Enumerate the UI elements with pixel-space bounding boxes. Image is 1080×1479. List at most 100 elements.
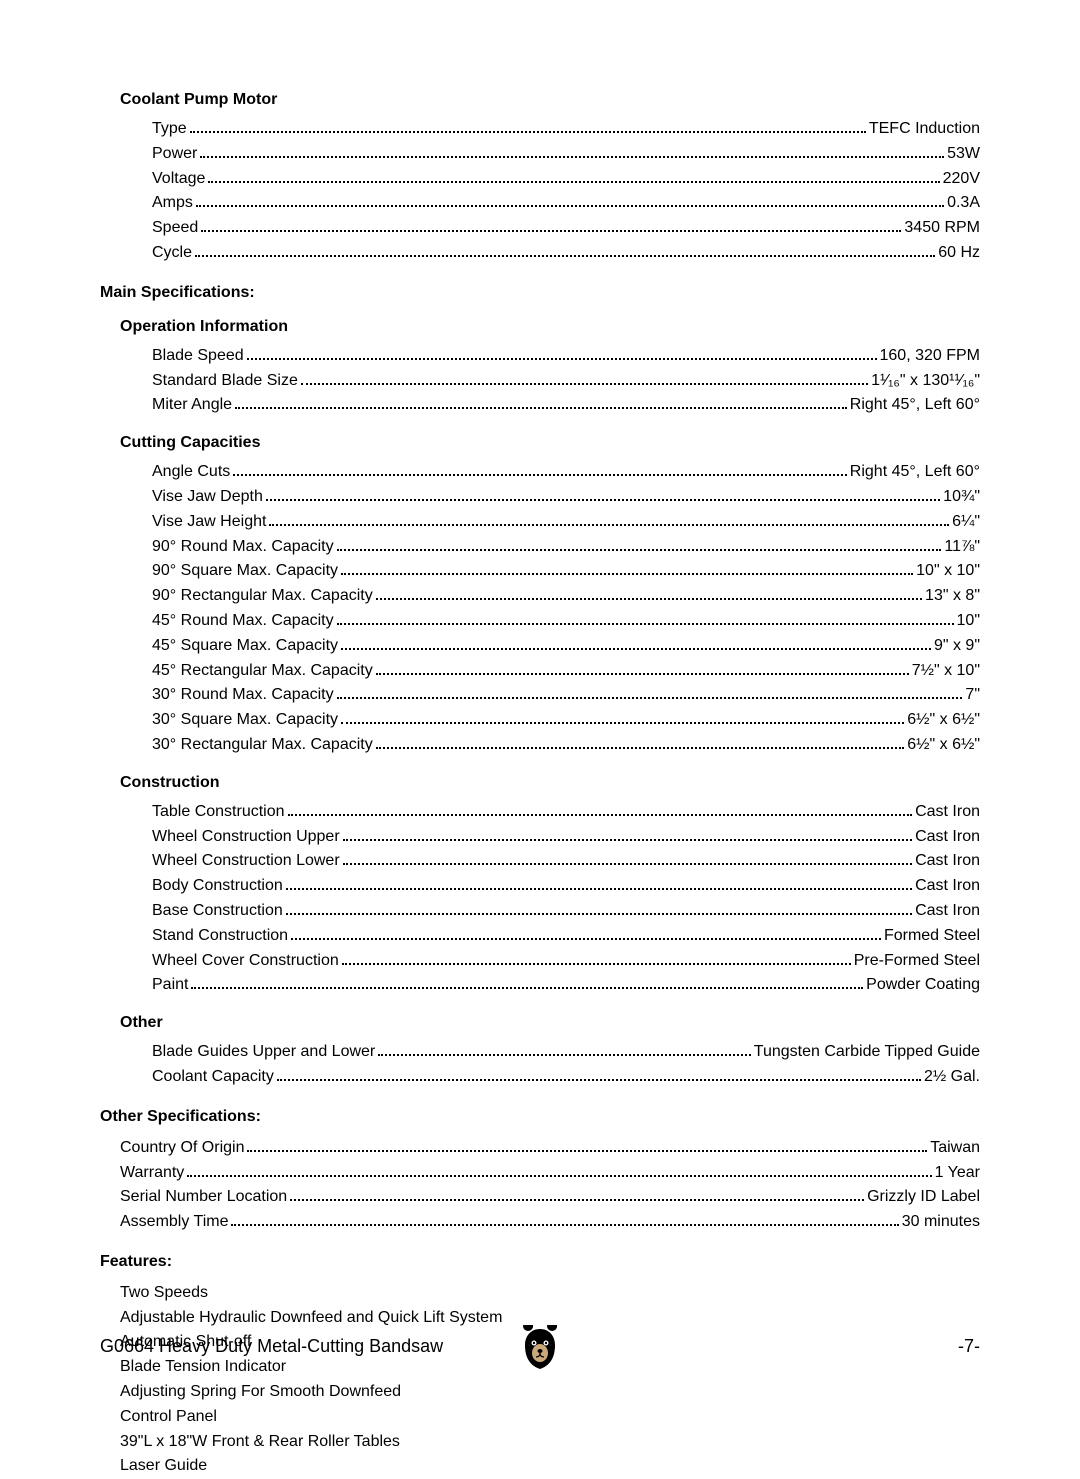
spec-label: Paint bbox=[152, 973, 188, 998]
spec-row: Blade Guides Upper and LowerTungsten Car… bbox=[152, 1040, 980, 1065]
dots bbox=[286, 888, 912, 890]
spec-value: 10" x 10" bbox=[916, 559, 980, 584]
otherspec-heading: Other Specifications: bbox=[100, 1108, 980, 1126]
feature-item: Adjusting Spring For Smooth Downfeed bbox=[120, 1380, 980, 1405]
spec-row: Coolant Capacity2½ Gal. bbox=[152, 1065, 980, 1090]
operation-items: Blade Speed160, 320 FPM Standard Blade S… bbox=[100, 344, 980, 418]
spec-value: 3450 RPM bbox=[904, 216, 980, 241]
spec-label: Country Of Origin bbox=[120, 1136, 244, 1161]
spec-row: 90° Rectangular Max. Capacity13" x 8" bbox=[152, 584, 980, 609]
spec-label: 90° Rectangular Max. Capacity bbox=[152, 584, 373, 609]
dots bbox=[341, 648, 931, 650]
bear-logo-icon bbox=[520, 1325, 560, 1369]
dots bbox=[235, 407, 847, 409]
spec-label: Base Construction bbox=[152, 899, 283, 924]
spec-row: Wheel Cover Construction Pre-Formed Steel bbox=[152, 949, 980, 974]
spec-value: Cast Iron bbox=[915, 874, 980, 899]
features-list: Two Speeds Adjustable Hydraulic Downfeed… bbox=[120, 1281, 980, 1479]
dots bbox=[337, 623, 954, 625]
feature-item: Laser Guide bbox=[120, 1454, 980, 1479]
dots bbox=[247, 358, 877, 360]
spec-value: 160, 320 FPM bbox=[880, 344, 981, 369]
spec-value: Cast Iron bbox=[915, 825, 980, 850]
spec-value: 220V bbox=[943, 167, 980, 192]
spec-row: Wheel Construction LowerCast Iron bbox=[152, 849, 980, 874]
spec-label: 90° Round Max. Capacity bbox=[152, 535, 334, 560]
spec-row: 90° Square Max. Capacity10" x 10" bbox=[152, 559, 980, 584]
dots bbox=[342, 963, 851, 965]
spec-label: Vise Jaw Height bbox=[152, 510, 266, 535]
spec-label: Type bbox=[152, 117, 187, 142]
spec-label: Wheel Cover Construction bbox=[152, 949, 339, 974]
dots bbox=[376, 598, 922, 600]
dots bbox=[266, 499, 940, 501]
dots bbox=[337, 549, 942, 551]
spec-value: 6½" x 6½" bbox=[907, 708, 980, 733]
spec-label: Amps bbox=[152, 191, 193, 216]
operation-heading: Operation Information bbox=[120, 318, 980, 336]
dots bbox=[231, 1224, 898, 1226]
dots bbox=[290, 1199, 864, 1201]
spec-label: Stand Construction bbox=[152, 924, 288, 949]
spec-value: TEFC Induction bbox=[869, 117, 980, 142]
spec-value: Right 45°, Left 60° bbox=[850, 393, 980, 418]
cutting-items: Angle CutsRight 45°, Left 60° Vise Jaw D… bbox=[100, 460, 980, 758]
dots bbox=[343, 839, 912, 841]
spec-value: Cast Iron bbox=[915, 849, 980, 874]
spec-value: Cast Iron bbox=[915, 800, 980, 825]
spec-value: 30 minutes bbox=[902, 1210, 980, 1235]
spec-row: 45° Round Max. Capacity 10" bbox=[152, 609, 980, 634]
dots bbox=[376, 747, 905, 749]
spec-value: 10¾" bbox=[943, 485, 980, 510]
spec-row: 45° Rectangular Max. Capacity7½" x 10" bbox=[152, 659, 980, 684]
spec-value: 1 Year bbox=[935, 1161, 980, 1186]
spec-label: 30° Rectangular Max. Capacity bbox=[152, 733, 373, 758]
spec-row: Power53W bbox=[152, 142, 980, 167]
spec-label: Miter Angle bbox=[152, 393, 232, 418]
dots bbox=[200, 156, 944, 158]
spec-label: Vise Jaw Depth bbox=[152, 485, 263, 510]
spec-value: 53W bbox=[947, 142, 980, 167]
dots bbox=[341, 722, 904, 724]
dots bbox=[191, 987, 863, 989]
spec-row: Vise Jaw Height6¼" bbox=[152, 510, 980, 535]
spec-value: 6½" x 6½" bbox=[907, 733, 980, 758]
page-number: -7- bbox=[958, 1336, 980, 1357]
spec-row: Country Of OriginTaiwan bbox=[120, 1136, 980, 1161]
spec-value: 9" x 9" bbox=[934, 634, 980, 659]
spec-row: Speed 3450 RPM bbox=[152, 216, 980, 241]
footer-title: G0664 Heavy Duty Metal-Cutting Bandsaw bbox=[100, 1336, 443, 1357]
spec-value: 10" bbox=[957, 609, 980, 634]
spec-row: PaintPowder Coating bbox=[152, 973, 980, 998]
spec-label: Angle Cuts bbox=[152, 460, 230, 485]
dots bbox=[343, 863, 912, 865]
coolant-items: TypeTEFC Induction Power53W Voltage220V … bbox=[100, 117, 980, 266]
spec-row: Wheel Construction UpperCast Iron bbox=[152, 825, 980, 850]
spec-row: Angle CutsRight 45°, Left 60° bbox=[152, 460, 980, 485]
spec-label: 45° Round Max. Capacity bbox=[152, 609, 334, 634]
spec-label: Coolant Capacity bbox=[152, 1065, 274, 1090]
spec-row: Serial Number LocationGrizzly ID Label bbox=[120, 1185, 980, 1210]
spec-row: Type TEFC Induction bbox=[152, 117, 980, 142]
dots bbox=[301, 383, 868, 385]
spec-label: Voltage bbox=[152, 167, 205, 192]
feature-item: Control Panel bbox=[120, 1405, 980, 1430]
dots bbox=[291, 938, 881, 940]
dots bbox=[341, 573, 913, 575]
spec-row: 30° Square Max. Capacity6½" x 6½" bbox=[152, 708, 980, 733]
spec-label: 30° Round Max. Capacity bbox=[152, 683, 334, 708]
spec-label: 45° Square Max. Capacity bbox=[152, 634, 338, 659]
spec-row: Cycle60 Hz bbox=[152, 241, 980, 266]
spec-value: Pre-Formed Steel bbox=[854, 949, 980, 974]
spec-label: Blade Speed bbox=[152, 344, 244, 369]
spec-label: Cycle bbox=[152, 241, 192, 266]
construction-heading: Construction bbox=[120, 774, 980, 792]
spec-value: 7" bbox=[965, 683, 980, 708]
features-heading: Features: bbox=[100, 1253, 980, 1271]
dots bbox=[378, 1054, 751, 1056]
spec-label: Speed bbox=[152, 216, 198, 241]
spec-row: Stand ConstructionFormed Steel bbox=[152, 924, 980, 949]
dots bbox=[233, 474, 847, 476]
spec-row: Assembly Time30 minutes bbox=[120, 1210, 980, 1235]
spec-row: Body ConstructionCast Iron bbox=[152, 874, 980, 899]
